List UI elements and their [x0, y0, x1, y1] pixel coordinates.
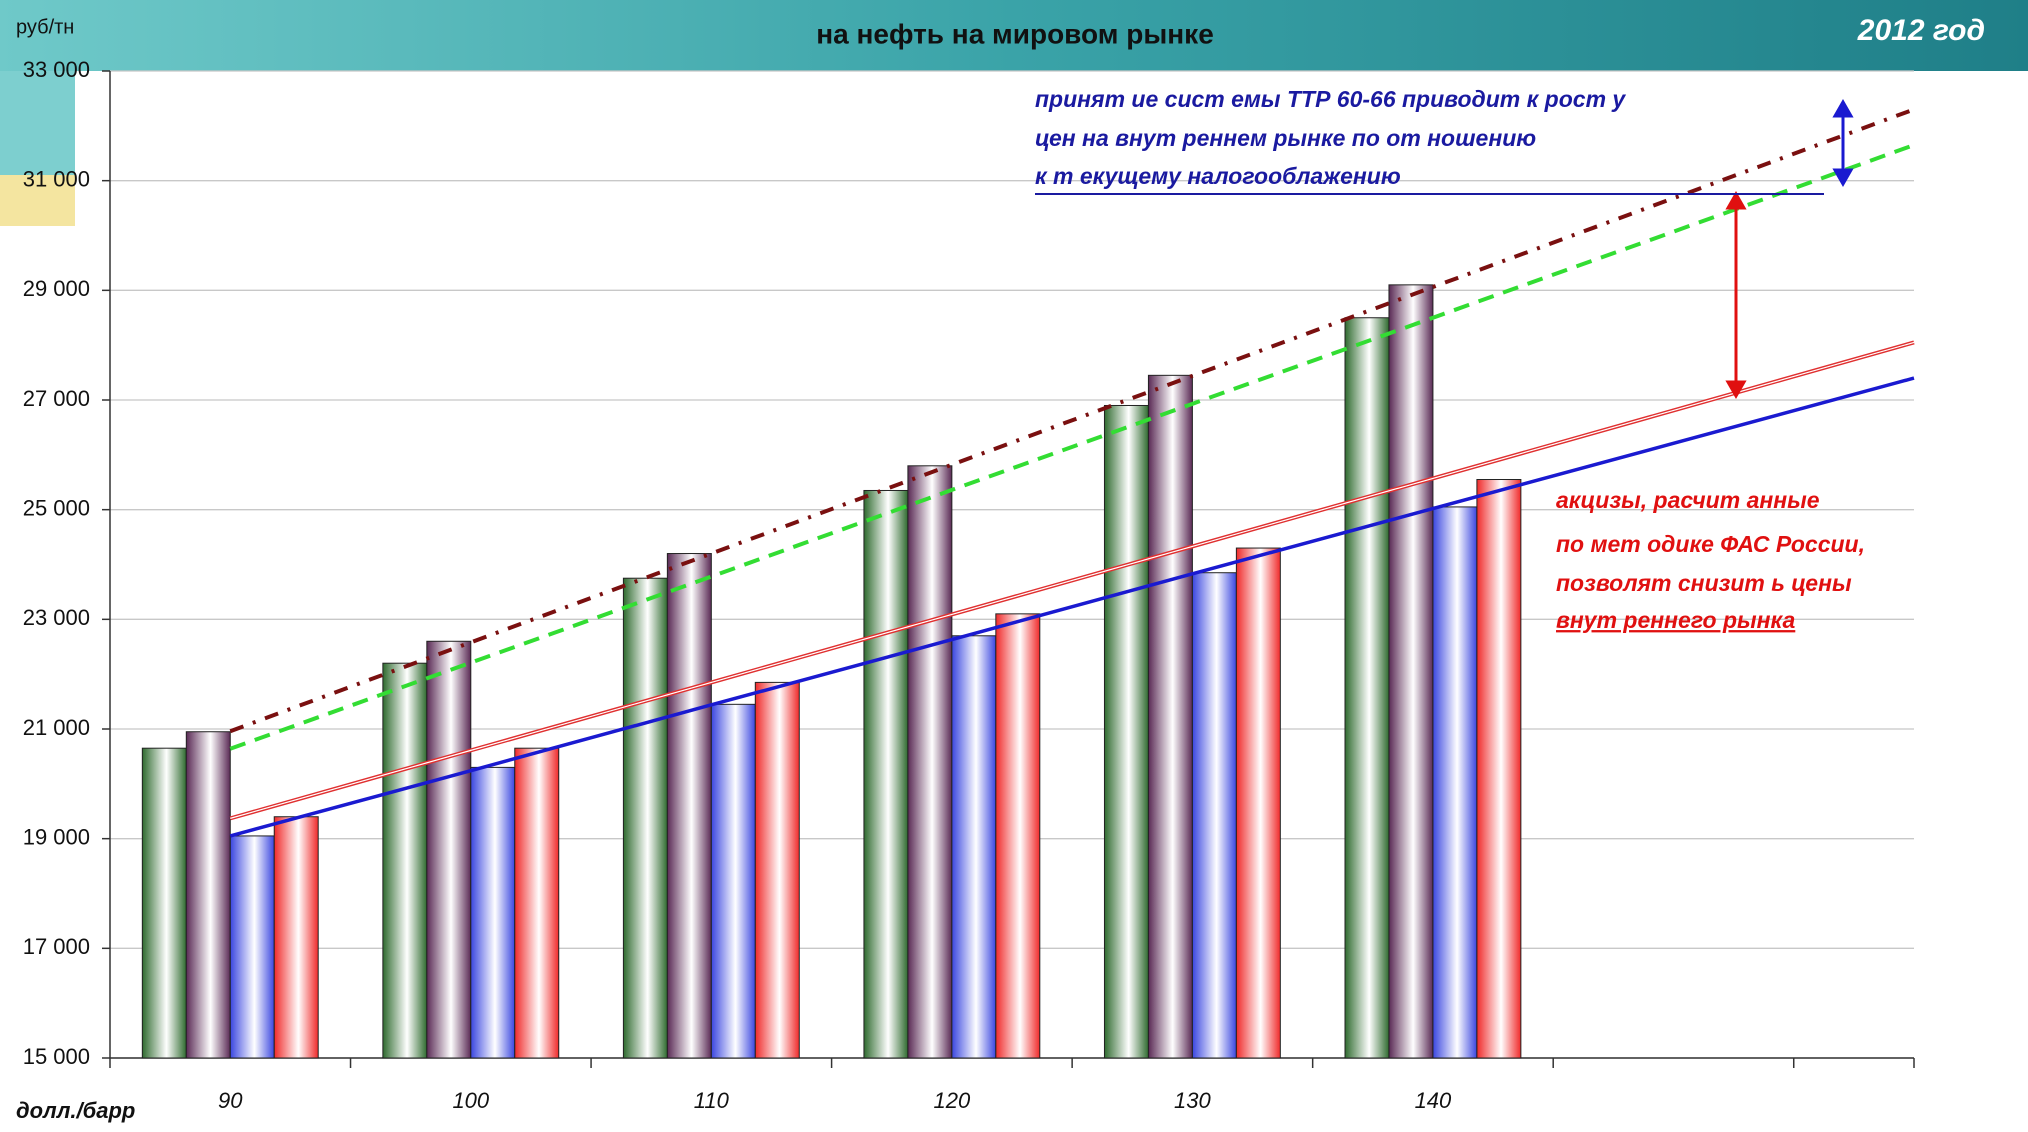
bar: [710, 703, 756, 1059]
header-band: [0, 0, 2028, 71]
bar: [863, 489, 909, 1059]
y-tick-label: 15 000: [23, 1044, 90, 1069]
chart-title: на нефть на мировом рынке: [816, 18, 1214, 49]
y-tick-label: 23 000: [23, 605, 90, 630]
y-tick-label: 21 000: [23, 715, 90, 740]
y-tick-label: 25 000: [23, 495, 90, 520]
trend-line: [229, 376, 1915, 838]
arrow-blue: [1832, 98, 1854, 188]
x-tick-label: 90: [218, 1088, 243, 1113]
bar: [1388, 284, 1434, 1059]
chart-subtitle: 2012 год: [1857, 14, 1985, 47]
y-axis-label: руб/тн: [16, 16, 74, 38]
bar: [907, 465, 953, 1059]
bar: [1432, 506, 1478, 1059]
annotation-text: позволят снизит ь цены: [1556, 570, 1852, 596]
bar: [622, 577, 668, 1059]
bar: [1191, 572, 1237, 1059]
bar: [1103, 404, 1149, 1059]
side-highlight: [0, 175, 75, 226]
bar: [514, 747, 560, 1059]
y-tick-label: 19 000: [23, 824, 90, 849]
bar: [1235, 547, 1281, 1059]
y-tick-label: 31 000: [23, 166, 90, 191]
bar: [426, 640, 472, 1059]
annotation-text: к т екущему налогооблажению: [1035, 163, 1401, 189]
x-tick-label: 140: [1415, 1088, 1452, 1113]
bar: [666, 553, 712, 1059]
x-tick-label: 100: [452, 1088, 489, 1113]
bar: [185, 731, 231, 1059]
arrow-red: [1725, 190, 1747, 400]
annotation-text: цен на внут реннем рынке по от ношению: [1035, 125, 1536, 151]
bar: [1147, 374, 1193, 1059]
x-tick-label: 130: [1174, 1088, 1211, 1113]
annotation-text: принят ие сист емы ТТР 60-66 приводит к …: [1035, 86, 1626, 112]
bar: [995, 613, 1041, 1059]
annotation-text: по мет одике ФАС России,: [1556, 531, 1865, 557]
bar: [141, 747, 187, 1059]
plot-area: [102, 70, 1915, 1068]
y-tick-label: 33 000: [23, 57, 90, 82]
bar: [1476, 479, 1522, 1059]
trend-line-inner: [230, 341, 1915, 819]
annotation-text: внут реннего рынка: [1556, 607, 1795, 633]
y-tick-label: 17 000: [23, 934, 90, 959]
bar: [229, 835, 275, 1059]
bar: [1344, 317, 1390, 1059]
trend-line: [229, 143, 1915, 751]
x-tick-label: 120: [934, 1088, 971, 1113]
side-band: [0, 71, 75, 175]
y-tick-label: 29 000: [23, 276, 90, 301]
annotation-text: акцизы, расчит анные: [1556, 487, 1820, 513]
y-tick-label: 27 000: [23, 386, 90, 411]
bar: [273, 816, 319, 1059]
bar: [754, 681, 800, 1059]
x-axis-label: долл./барр: [16, 1098, 135, 1123]
trend-line: [229, 107, 1915, 734]
x-tick-label: 110: [694, 1088, 730, 1113]
bar: [951, 635, 997, 1059]
bar: [382, 662, 428, 1059]
bar: [470, 766, 516, 1059]
